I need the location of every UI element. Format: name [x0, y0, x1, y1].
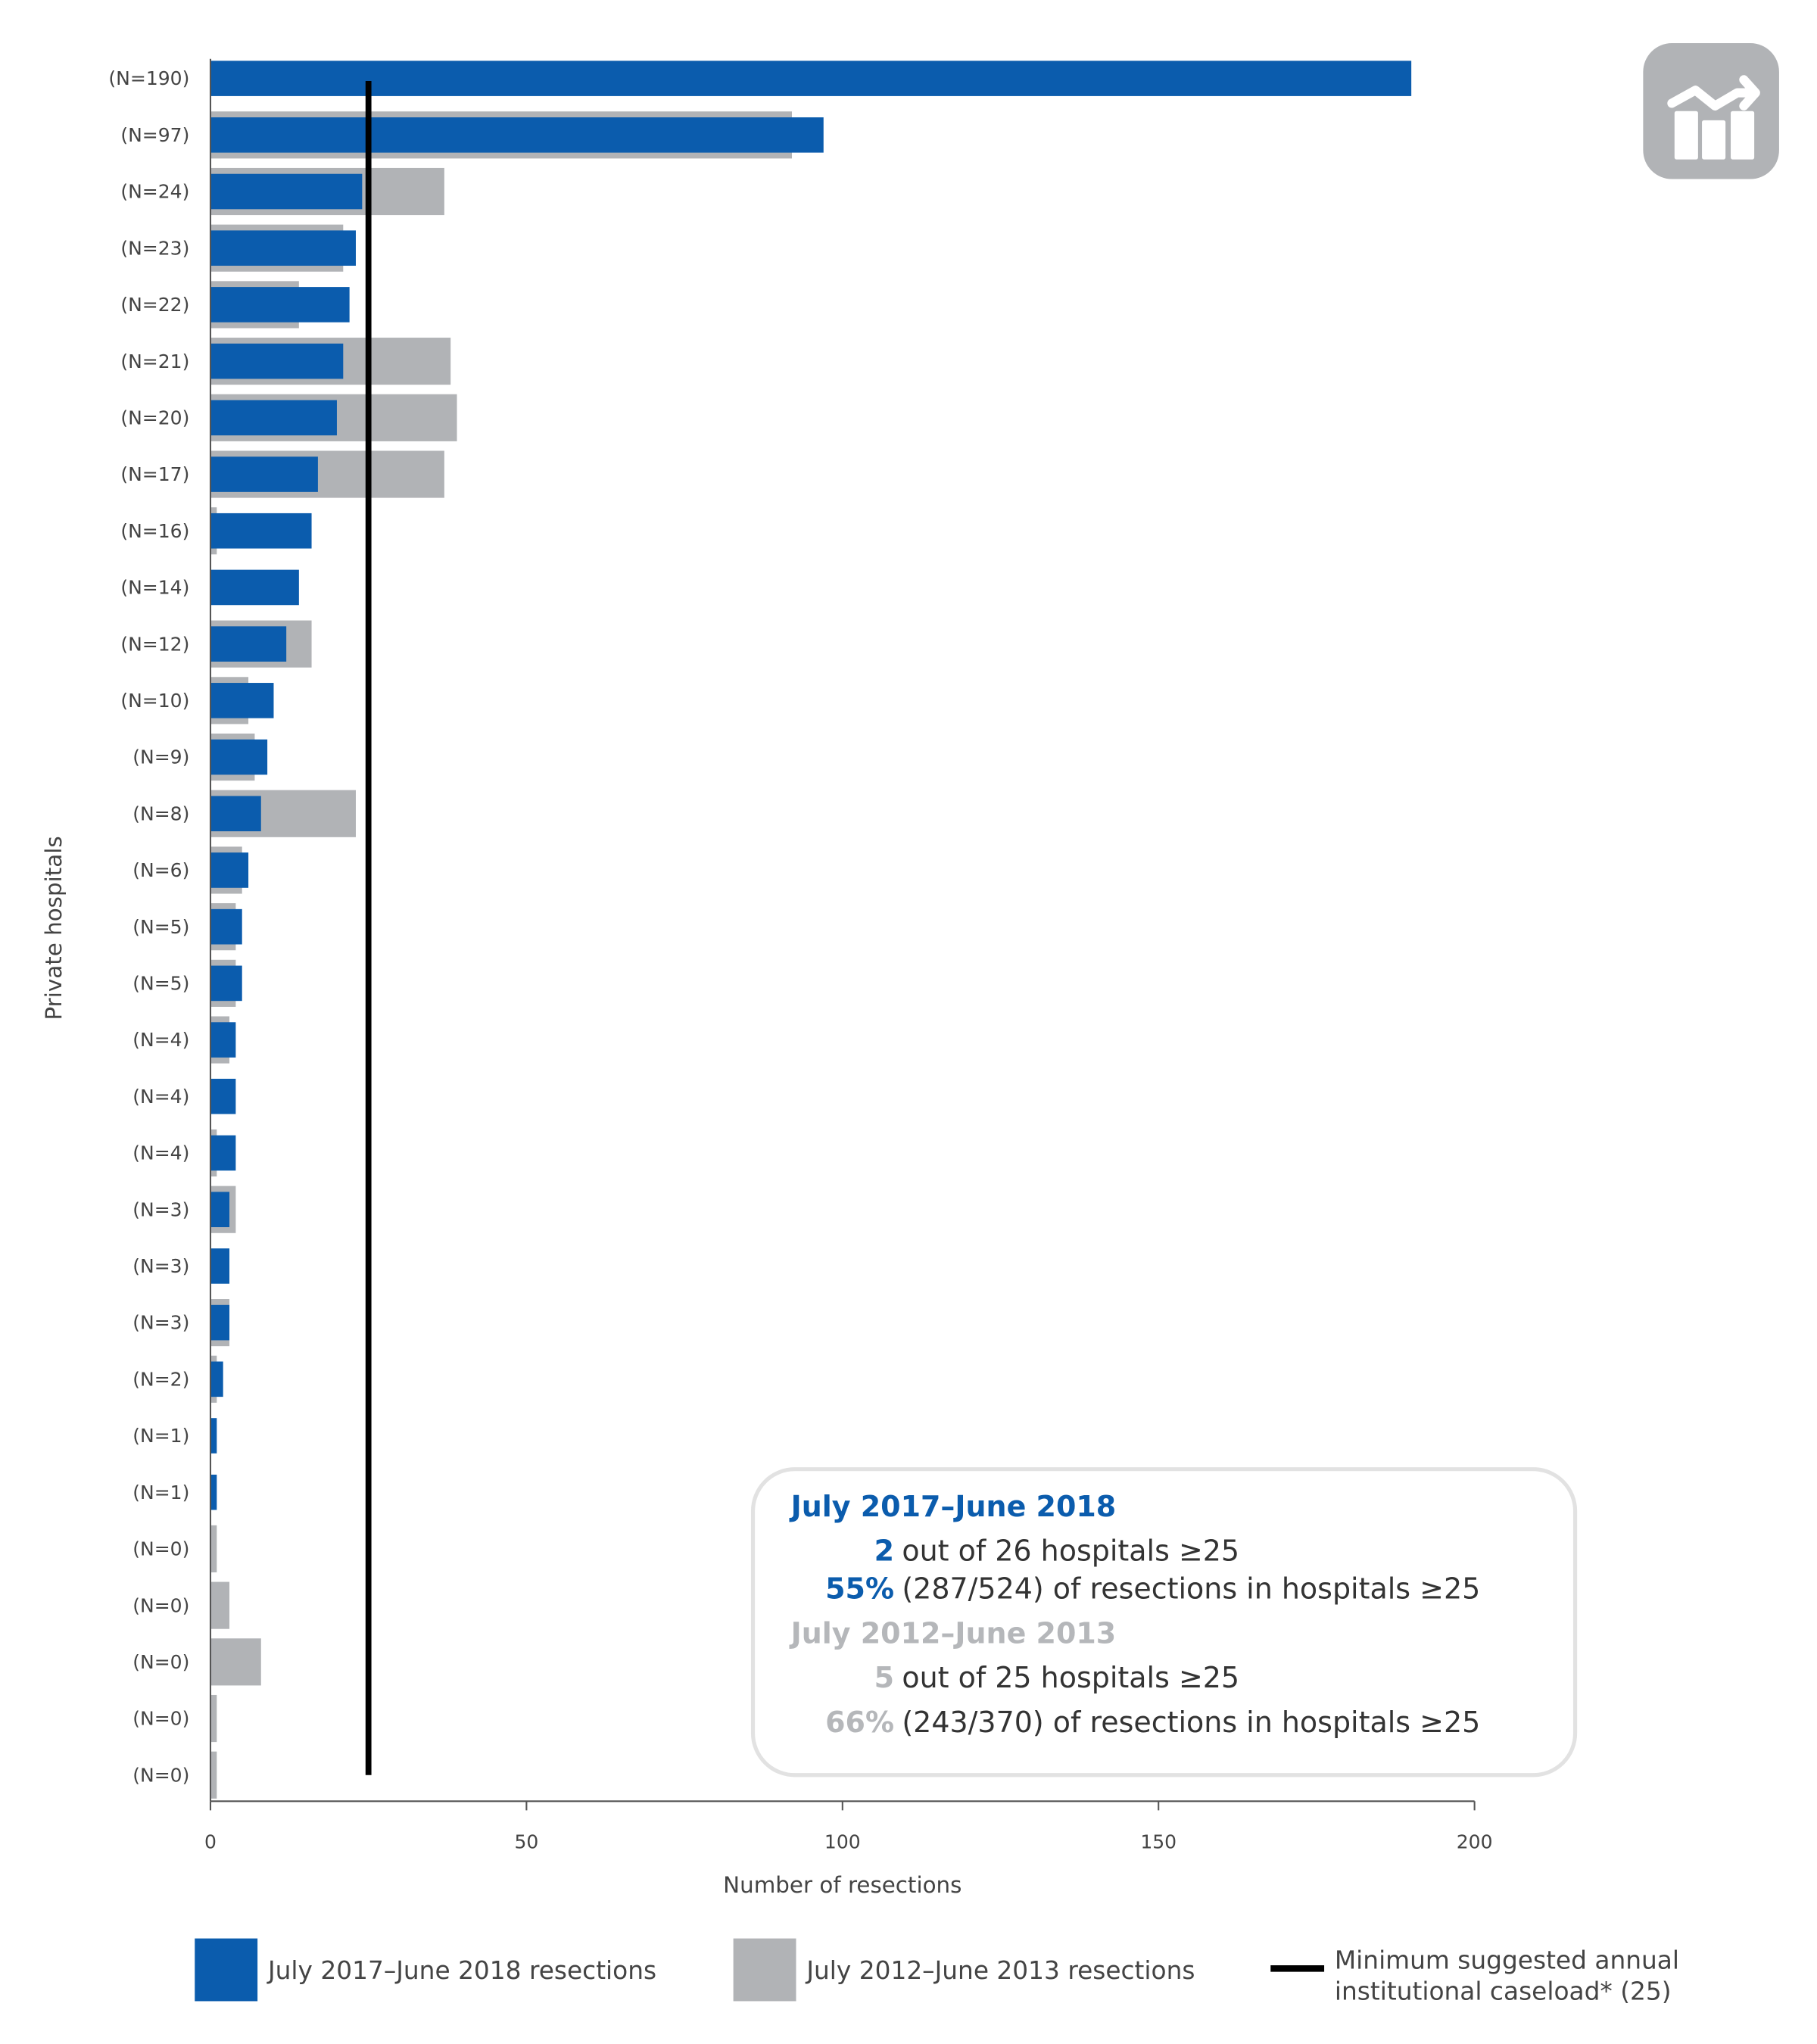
bar-2017-2018	[210, 908, 242, 945]
summary-period-2-count-value: 5	[874, 1661, 894, 1694]
x-tick-label: 200	[1457, 1831, 1493, 1852]
bar-2017-2018	[210, 796, 261, 832]
chart-trend-icon	[1643, 42, 1779, 179]
y-tick-label: (N=0)	[132, 1651, 189, 1673]
bar-2017-2018	[210, 683, 274, 718]
bar-2017-2018	[210, 173, 363, 210]
y-tick-label: (N=4)	[132, 1142, 189, 1164]
y-tick-label: (N=4)	[132, 1086, 189, 1108]
y-tick-label: (N=3)	[132, 1255, 189, 1277]
legend-label-2017-2018: July 2017–June 2018 resections	[266, 1956, 656, 1985]
bar-2017-2018	[210, 343, 344, 379]
y-tick-label: (N=1)	[132, 1482, 189, 1503]
legend-swatch-2012-2013	[733, 1938, 796, 2002]
bar-2017-2018	[210, 456, 318, 492]
bar-2017-2018	[210, 400, 337, 436]
bar-2017-2018	[210, 1418, 217, 1454]
y-tick-label: (N=1)	[132, 1425, 189, 1447]
y-tick-label: (N=0)	[132, 1764, 189, 1786]
bar-2017-2018	[210, 513, 312, 549]
bar-2017-2018	[210, 117, 824, 153]
x-tick-label: 0	[204, 1831, 217, 1852]
y-tick-label: (N=23)	[120, 237, 189, 259]
bar-2012-2013	[210, 1525, 217, 1573]
bar-2017-2018	[210, 1304, 230, 1341]
y-tick-label: (N=5)	[132, 973, 189, 995]
summary-box: July 2017–June 2018 2 out of 26 hospital…	[750, 1467, 1578, 1778]
bar-2017-2018	[210, 626, 287, 662]
bar-2017-2018	[210, 61, 1412, 96]
y-tick-label: (N=21)	[120, 351, 189, 372]
y-tick-label: (N=10)	[120, 690, 189, 712]
summary-period-2-title: July 2012–June 2013	[789, 1616, 1117, 1650]
bar-2012-2013	[210, 1751, 217, 1799]
legend-label-reference-line-1: Minimum suggested annual	[1335, 1946, 1679, 1974]
x-tick-label: 150	[1140, 1831, 1177, 1852]
axes-group: (N=190) (N=97) (N=24) (N=23) (N=22) (N=21) (N=…	[108, 58, 1493, 1852]
y-tick-label: (N=20)	[120, 407, 189, 428]
bar-2012-2013	[210, 1638, 261, 1686]
x-tick-label: 100	[824, 1831, 861, 1852]
y-tick-label: (N=9)	[132, 746, 189, 768]
y-tick-label: (N=22)	[120, 294, 189, 316]
bar-2017-2018	[210, 1192, 230, 1228]
bar-2017-2018	[210, 1361, 223, 1397]
legend-swatch-2017-2018	[195, 1938, 258, 2002]
bar-2017-2018	[210, 739, 268, 775]
y-tick-label: (N=0)	[132, 1538, 189, 1560]
y-tick-label: (N=3)	[132, 1312, 189, 1334]
summary-period-1-pct-value: 55%	[825, 1572, 894, 1606]
summary-period-1-count-value: 2	[874, 1535, 894, 1568]
y-tick-label: (N=14)	[120, 577, 189, 599]
bar-2017-2018	[210, 1248, 230, 1284]
bar-2017-2018	[210, 1474, 217, 1510]
y-tick-label: (N=4)	[132, 1029, 189, 1051]
legend-label-2012-2013: July 2012–June 2013 resections	[805, 1956, 1195, 1985]
summary-period-2-pct-value: 66%	[825, 1706, 894, 1739]
summary-period-1-pct-text: (287/524) of resections in hospitals ≥25	[902, 1572, 1480, 1606]
bar-2012-2013	[210, 1581, 230, 1629]
bar-2017-2018	[210, 569, 299, 606]
summary-period-1-title: July 2017–June 2018	[789, 1490, 1117, 1523]
y-tick-label: (N=12)	[120, 633, 189, 655]
y-tick-label: (N=8)	[132, 802, 189, 824]
y-tick-label: (N=16)	[120, 520, 189, 542]
y-tick-label: (N=190)	[108, 67, 189, 89]
bar-2012-2013	[210, 1694, 217, 1743]
summary-period-2-pct-text: (243/370) of resections in hospitals ≥25	[902, 1706, 1480, 1739]
summary-period-1-count-text: out of 26 hospitals ≥25	[902, 1535, 1239, 1568]
y-tick-label: (N=97)	[120, 124, 189, 146]
y-tick-label: (N=17)	[120, 463, 189, 485]
y-tick-label: (N=2)	[132, 1368, 189, 1390]
y-tick-label: (N=3)	[132, 1198, 189, 1220]
legend-label-reference-line-2: institutional caseload* (25)	[1335, 1977, 1672, 2006]
legend: July 2017–June 2018 resections July 2012…	[195, 1938, 1679, 2006]
y-tick-label: (N=0)	[132, 1708, 189, 1730]
bars-group	[210, 61, 1412, 1799]
x-tick-label: 50	[514, 1831, 538, 1852]
y-tick-label: (N=5)	[132, 916, 189, 938]
y-axis-label: Private hospitals	[41, 836, 67, 1020]
summary-period-2-count-text: out of 25 hospitals ≥25	[902, 1661, 1239, 1694]
bar-2017-2018	[210, 1022, 236, 1058]
y-tick-label: (N=24)	[120, 181, 189, 203]
bar-2017-2018	[210, 287, 350, 322]
y-tick-label: (N=0)	[132, 1594, 189, 1616]
bar-2017-2018	[210, 1078, 236, 1114]
bar-2017-2018	[210, 230, 356, 266]
bar-2017-2018	[210, 852, 249, 888]
bar-2017-2018	[210, 1135, 236, 1171]
y-tick-label: (N=6)	[132, 859, 189, 881]
bar-2017-2018	[210, 965, 242, 1002]
x-axis-label: Number of resections	[723, 1872, 961, 1898]
